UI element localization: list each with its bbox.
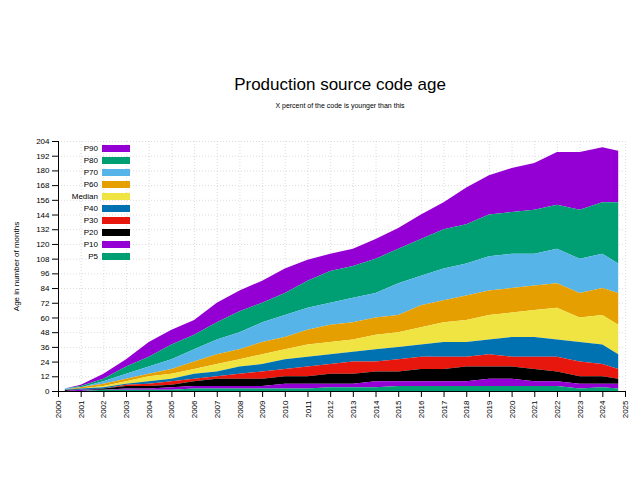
html-text:P30: P30 [83, 215, 98, 225]
svg-text:2021: 2021 [530, 400, 539, 418]
svg-text:12: 12 [41, 372, 50, 381]
svg-text:24: 24 [41, 358, 50, 367]
svg-text:168: 168 [36, 181, 50, 190]
html-text:P5: P5 [88, 251, 98, 261]
svg-text:2007: 2007 [213, 400, 222, 418]
html-text:P20: P20 [83, 227, 98, 237]
html-text:Median: Median [71, 191, 98, 201]
svg-text:84: 84 [41, 284, 50, 293]
svg-text:2019: 2019 [485, 400, 494, 418]
svg-text:2004: 2004 [145, 400, 154, 418]
svg-text:2018: 2018 [462, 400, 471, 418]
svg-text:48: 48 [41, 328, 50, 337]
svg-text:2015: 2015 [394, 400, 403, 418]
svg-text:144: 144 [36, 211, 50, 220]
svg-text:72: 72 [41, 299, 50, 308]
svg-text:180: 180 [36, 166, 50, 175]
svg-text:2020: 2020 [508, 400, 517, 418]
svg-text:2022: 2022 [553, 400, 562, 418]
svg-text:2024: 2024 [598, 400, 607, 418]
html-text:P60: P60 [83, 179, 98, 189]
svg-text:96: 96 [41, 269, 50, 278]
svg-text:2008: 2008 [236, 400, 245, 418]
svg-text:2006: 2006 [190, 400, 199, 418]
html-text:P40: P40 [83, 203, 98, 213]
svg-text:2005: 2005 [167, 400, 176, 418]
svg-text:2014: 2014 [372, 400, 381, 418]
html-text:P70: P70 [83, 167, 98, 177]
svg-text:0: 0 [45, 387, 50, 396]
svg-text:2001: 2001 [77, 400, 86, 418]
svg-text:2003: 2003 [122, 400, 131, 418]
svg-text:2011: 2011 [304, 400, 313, 418]
html-text:P90: P90 [83, 143, 98, 153]
svg-text:2012: 2012 [326, 400, 335, 418]
svg-text:156: 156 [36, 196, 50, 205]
svg-text:60: 60 [41, 314, 50, 323]
svg-text:2017: 2017 [440, 400, 449, 418]
html-text:X percent of the code is young: X percent of the code is younger than th… [275, 102, 405, 109]
svg-text:120: 120 [36, 240, 50, 249]
svg-text:2000: 2000 [54, 400, 63, 418]
html-text:Production source code age: Production source code age [234, 75, 446, 94]
svg-text:36: 36 [41, 343, 50, 352]
html-text:P10: P10 [83, 239, 98, 249]
svg-text:2009: 2009 [258, 400, 267, 418]
svg-text:2013: 2013 [349, 400, 358, 418]
svg-text:132: 132 [36, 225, 50, 234]
svg-text:2002: 2002 [99, 400, 108, 418]
svg-text:192: 192 [36, 152, 50, 161]
svg-text:Age in number of months: Age in number of months [12, 222, 21, 311]
svg-text:2023: 2023 [576, 400, 585, 418]
svg-text:2010: 2010 [281, 400, 290, 418]
svg-text:2025: 2025 [621, 400, 630, 418]
svg-text:204: 204 [36, 137, 50, 146]
svg-text:108: 108 [36, 255, 50, 264]
svg-text:2016: 2016 [417, 400, 426, 418]
html-text:P80: P80 [83, 155, 98, 165]
